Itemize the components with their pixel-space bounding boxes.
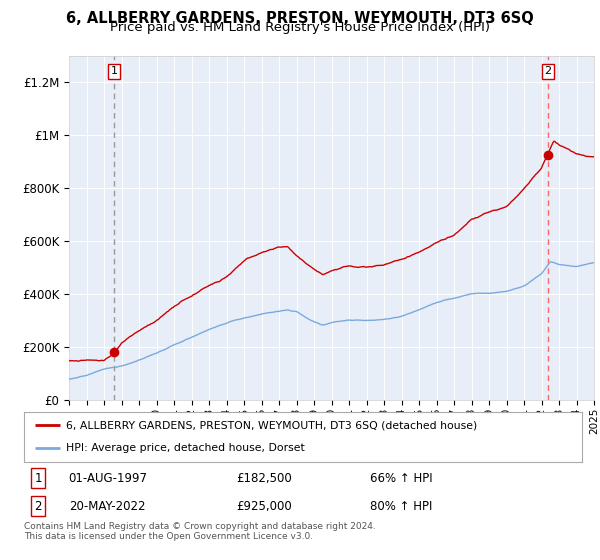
Text: 1: 1 <box>34 472 42 484</box>
Text: 6, ALLBERRY GARDENS, PRESTON, WEYMOUTH, DT3 6SQ: 6, ALLBERRY GARDENS, PRESTON, WEYMOUTH, … <box>66 11 534 26</box>
Text: 20-MAY-2022: 20-MAY-2022 <box>68 500 145 513</box>
Text: Contains HM Land Registry data © Crown copyright and database right 2024.
This d: Contains HM Land Registry data © Crown c… <box>24 522 376 542</box>
Text: £925,000: £925,000 <box>236 500 292 513</box>
Text: 6, ALLBERRY GARDENS, PRESTON, WEYMOUTH, DT3 6SQ (detached house): 6, ALLBERRY GARDENS, PRESTON, WEYMOUTH, … <box>66 420 477 430</box>
Text: 2: 2 <box>545 66 552 76</box>
Text: 2: 2 <box>34 500 42 513</box>
Text: 66% ↑ HPI: 66% ↑ HPI <box>370 472 433 484</box>
Text: HPI: Average price, detached house, Dorset: HPI: Average price, detached house, Dors… <box>66 444 305 454</box>
Text: 1: 1 <box>110 66 118 76</box>
Text: 01-AUG-1997: 01-AUG-1997 <box>68 472 148 484</box>
Text: Price paid vs. HM Land Registry's House Price Index (HPI): Price paid vs. HM Land Registry's House … <box>110 21 490 34</box>
Text: £182,500: £182,500 <box>236 472 292 484</box>
Text: 80% ↑ HPI: 80% ↑ HPI <box>370 500 433 513</box>
